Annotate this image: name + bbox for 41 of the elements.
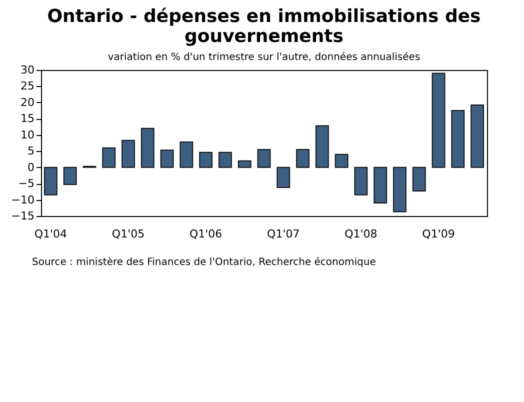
bar <box>354 166 368 196</box>
bar <box>44 166 58 196</box>
bar <box>315 125 329 168</box>
chart-title: Ontario - dépenses en immobilisations des gouvernements <box>47 6 481 47</box>
bar <box>451 110 465 168</box>
bar <box>180 142 194 168</box>
bar <box>470 104 484 168</box>
y-tick-label: 15 <box>20 112 34 126</box>
bar <box>122 140 135 168</box>
bar <box>102 147 116 168</box>
y-tick-label: −10 <box>11 193 34 206</box>
bar <box>257 148 271 168</box>
bar <box>412 166 426 192</box>
x-tick-label: Q1'09 <box>422 228 455 240</box>
x-tick-label: Q1'07 <box>267 228 300 240</box>
y-tick-label: −5 <box>18 177 34 190</box>
x-tick-label: Q1'05 <box>112 228 145 240</box>
bar <box>160 150 174 168</box>
y-tick-label: 25 <box>20 80 34 93</box>
y-tick-label: 20 <box>20 96 34 109</box>
bar <box>374 166 388 204</box>
y-tick-label: 30 <box>20 64 34 76</box>
bar <box>334 154 348 168</box>
bar <box>218 152 232 168</box>
bar <box>238 160 252 168</box>
chart-subtitle: variation en % d'un trimestre sur l'autre, données annualisées <box>108 52 420 63</box>
x-tick-label: Q1'06 <box>189 228 222 240</box>
y-tick-label: 10 <box>20 128 34 142</box>
bar <box>63 166 77 186</box>
bar <box>393 166 406 212</box>
bar <box>432 72 446 168</box>
y-tick-label: 5 <box>28 144 34 158</box>
bar <box>199 152 213 168</box>
x-tick-label: Q1'08 <box>344 228 378 240</box>
bar <box>276 166 290 188</box>
y-tick-label: −15 <box>11 210 34 222</box>
y-tick-label: 0 <box>28 160 34 174</box>
x-tick-label: Q1'04 <box>34 228 68 240</box>
bar <box>140 128 154 168</box>
bar <box>296 148 310 168</box>
source-note: Source : ministère des Finances de l'Ontario, Recherche économique <box>32 257 377 268</box>
